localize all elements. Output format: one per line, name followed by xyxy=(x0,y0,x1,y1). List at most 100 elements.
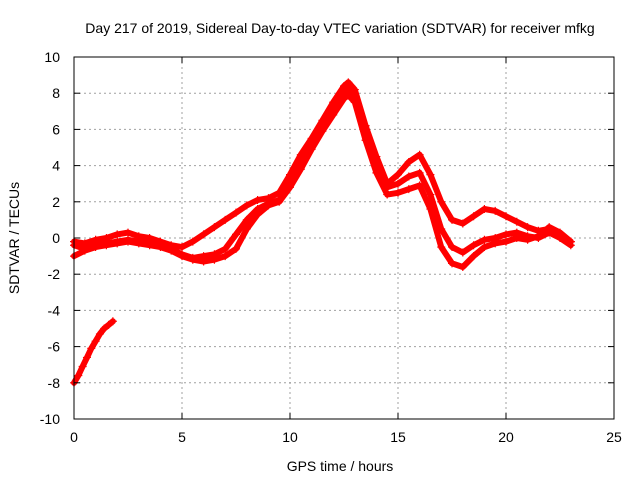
chart-title: Day 217 of 2019, Sidereal Day-to-day VTE… xyxy=(85,20,594,36)
data-point xyxy=(415,150,424,159)
x-tick-label: 25 xyxy=(606,429,622,445)
data-point xyxy=(426,205,435,214)
data-point xyxy=(286,183,294,192)
data-point xyxy=(340,94,348,103)
data-point xyxy=(82,353,91,362)
data-point xyxy=(242,201,251,210)
data-point xyxy=(502,212,510,221)
data-point xyxy=(232,230,240,239)
data-point xyxy=(545,223,554,232)
data-point xyxy=(242,224,251,233)
data-point xyxy=(448,243,456,252)
data-point xyxy=(145,241,154,250)
data-point xyxy=(264,201,273,210)
data-point xyxy=(167,246,176,255)
axis-ticks xyxy=(73,56,615,420)
data-point xyxy=(426,190,435,199)
y-tick-label: 0 xyxy=(52,230,60,246)
series-trace xyxy=(71,84,574,261)
data-point xyxy=(113,239,122,248)
data-point xyxy=(469,212,478,221)
data-point xyxy=(253,195,262,204)
data-point xyxy=(372,168,381,177)
data-point xyxy=(383,190,392,199)
data-point xyxy=(534,232,543,241)
data-point xyxy=(188,237,197,246)
data-point xyxy=(329,110,338,119)
data-point xyxy=(480,235,489,244)
data-point xyxy=(344,83,353,92)
data-point xyxy=(242,215,251,224)
data-point xyxy=(458,262,467,271)
data-point xyxy=(253,210,262,219)
data-point xyxy=(100,324,109,333)
series-track-a xyxy=(70,78,575,252)
y-tick-label: 2 xyxy=(52,194,60,210)
y-tick-label: -4 xyxy=(48,302,61,318)
data-point xyxy=(361,136,370,145)
data-point xyxy=(394,179,402,188)
tick-labels: 0 5 10 15 20 25 -10 -8 -6 -4 -2 0 2 4 6 8 10 xyxy=(40,49,622,445)
data-point xyxy=(566,237,575,246)
series-track-c xyxy=(70,91,575,271)
data-point xyxy=(458,219,467,228)
series-trace xyxy=(71,79,574,251)
data-point xyxy=(221,252,230,261)
data-point xyxy=(318,127,327,136)
data-point xyxy=(426,170,435,179)
y-tick-label: 6 xyxy=(52,121,60,137)
data-series xyxy=(70,78,575,387)
x-tick-label: 5 xyxy=(178,429,186,445)
data-point xyxy=(404,172,413,181)
data-point xyxy=(156,243,165,252)
x-axis-title: GPS time / hours xyxy=(287,458,394,474)
data-point xyxy=(124,237,132,246)
data-point xyxy=(104,320,113,329)
data-point xyxy=(458,248,467,257)
y-tick-label: 10 xyxy=(44,49,60,65)
data-point xyxy=(87,344,96,353)
data-point xyxy=(523,235,532,244)
x-tick-label: 20 xyxy=(498,429,514,445)
series-trace xyxy=(71,318,116,386)
data-point xyxy=(199,230,208,239)
data-point xyxy=(394,188,402,197)
data-point xyxy=(91,243,100,252)
data-point xyxy=(344,91,353,100)
data-point xyxy=(91,337,100,346)
data-point xyxy=(232,208,240,217)
data-point xyxy=(556,228,564,237)
data-point xyxy=(469,241,478,250)
data-point xyxy=(512,234,521,242)
data-point xyxy=(448,259,456,268)
data-point xyxy=(221,244,230,253)
data-point xyxy=(404,185,413,194)
data-point xyxy=(350,98,359,107)
data-point xyxy=(108,317,117,326)
data-point xyxy=(469,252,478,261)
data-point xyxy=(394,170,402,179)
y-tick-label: 4 xyxy=(52,158,60,174)
data-point xyxy=(74,371,83,380)
data-point xyxy=(134,239,143,248)
series-track-d xyxy=(70,317,117,387)
data-point xyxy=(448,215,456,224)
data-point xyxy=(113,230,122,239)
data-point xyxy=(80,246,89,255)
data-point xyxy=(210,255,219,264)
data-point xyxy=(102,241,111,250)
data-point xyxy=(437,243,446,252)
x-tick-label: 10 xyxy=(282,429,298,445)
x-tick-label: 0 xyxy=(70,429,78,445)
data-point xyxy=(404,157,413,166)
data-point xyxy=(124,228,132,237)
data-point xyxy=(232,244,240,253)
data-point xyxy=(502,237,510,246)
y-axis-title: SDTVAR / TECUs xyxy=(6,182,22,294)
y-tick-label: -2 xyxy=(48,266,61,282)
data-point xyxy=(415,168,424,177)
data-point xyxy=(275,197,284,206)
data-point xyxy=(78,362,87,371)
x-tick-label: 15 xyxy=(390,429,406,445)
